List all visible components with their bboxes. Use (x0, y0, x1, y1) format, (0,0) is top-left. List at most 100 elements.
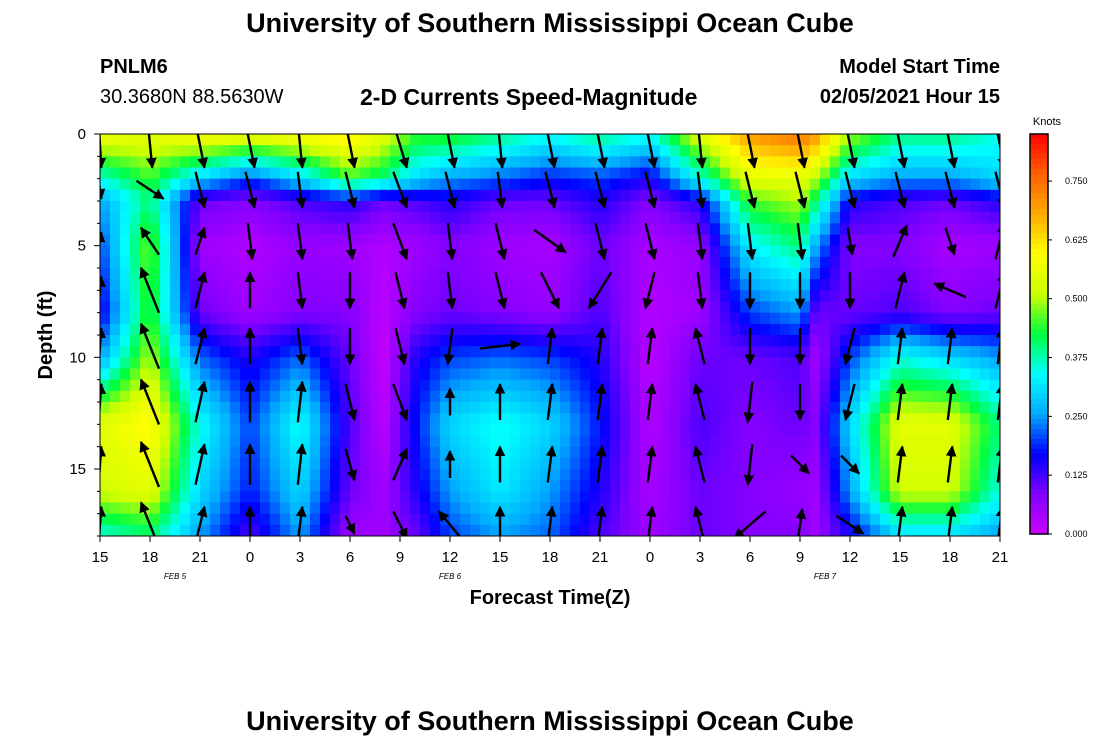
heatmap-cell (600, 234, 611, 247)
heatmap-cell (910, 335, 921, 347)
heatmap-cell (380, 189, 391, 202)
heatmap-cell (820, 413, 831, 425)
heatmap-cell (920, 335, 931, 347)
current-vector (745, 223, 757, 261)
current-vector (944, 171, 958, 209)
heatmap-cell (950, 513, 961, 526)
heatmap-cell (930, 156, 941, 169)
heatmap-cell (480, 435, 491, 448)
current-vector (995, 445, 1000, 483)
heatmap-cell (470, 145, 481, 157)
heatmap-cell (440, 379, 451, 392)
heatmap-cell (850, 312, 861, 325)
current-vector (692, 445, 706, 483)
heatmap-cell (900, 524, 911, 536)
heatmap-cell (440, 480, 451, 492)
heatmap-cell (600, 223, 611, 236)
heatmap-cell (720, 234, 731, 247)
heatmap-cell (970, 524, 981, 536)
heatmap-cell (600, 145, 611, 157)
heatmap-cell (130, 223, 141, 236)
heatmap-cell (130, 201, 141, 213)
current-vector (295, 505, 307, 536)
heatmap-cell (160, 513, 171, 526)
heatmap-cell (110, 301, 121, 314)
heatmap-cell (610, 424, 621, 437)
heatmap-cell (430, 424, 441, 437)
heatmap-cell (910, 513, 921, 526)
colorbar-segment (1030, 184, 1048, 190)
heatmap-cell (850, 502, 861, 515)
heatmap-cell (460, 357, 471, 370)
heatmap-cell (180, 156, 191, 169)
heatmap-cell (190, 223, 201, 236)
heatmap-cell (150, 368, 161, 381)
heatmap-cell (880, 256, 891, 269)
heatmap-cell (320, 402, 331, 414)
heatmap-cell (940, 134, 951, 146)
heatmap-cell (550, 424, 561, 437)
heatmap-cell (230, 480, 241, 492)
colorbar-tick-label: 0.500 (1065, 294, 1088, 304)
heatmap-cell (140, 513, 151, 526)
heatmap-cell (940, 323, 951, 336)
colorbar-segment (1030, 464, 1048, 470)
heatmap-cell (170, 413, 181, 425)
heatmap-cell (380, 256, 391, 269)
heatmap-cell (570, 290, 581, 303)
heatmap-cell (440, 368, 451, 381)
heatmap-cell (510, 279, 521, 291)
current-vector (945, 445, 957, 483)
heatmap-cell (630, 413, 641, 425)
heatmap-cell (760, 290, 771, 303)
heatmap-cell (420, 335, 431, 347)
heatmap-cell (320, 201, 331, 213)
colorbar-segment (1030, 439, 1048, 445)
heatmap-cell (920, 223, 931, 236)
heatmap-cell (690, 513, 701, 526)
heatmap-cell (240, 301, 251, 314)
heatmap-cell (660, 346, 671, 358)
heatmap-cell (170, 178, 181, 191)
heatmap-cell (930, 480, 941, 492)
heatmap-cell (430, 323, 441, 336)
heatmap-cell (520, 189, 531, 202)
heatmap-cell (220, 491, 231, 504)
heatmap-cell (670, 446, 681, 459)
heatmap-cell (700, 335, 711, 347)
heatmap-cell (510, 178, 521, 191)
heatmap-cell (350, 524, 361, 536)
heatmap-cell (990, 245, 1000, 258)
heatmap-cell (730, 413, 741, 425)
current-vector (100, 181, 106, 200)
heatmap-cell (120, 145, 131, 157)
heatmap-cell (430, 469, 441, 481)
heatmap-cell (220, 480, 231, 492)
heatmap-cell (230, 524, 241, 536)
heatmap-cell (390, 256, 401, 269)
heatmap-cell (780, 513, 791, 526)
heatmap-cell (830, 346, 841, 358)
heatmap-cell (970, 268, 981, 280)
heatmap-cell (340, 346, 351, 358)
heatmap-cell (380, 457, 391, 470)
heatmap-cell (270, 480, 281, 492)
heatmap-cell (770, 301, 781, 314)
heatmap-cell (430, 346, 441, 358)
heatmap-cell (310, 402, 321, 414)
heatmap-cell (430, 156, 441, 169)
heatmap-cell (910, 290, 921, 303)
heatmap-cell (150, 134, 161, 146)
heatmap-cell (660, 357, 671, 370)
heatmap-cell (100, 402, 111, 414)
heatmap-cell (610, 245, 621, 258)
heatmap-cell (130, 156, 141, 169)
heatmap-cell (140, 491, 151, 504)
heatmap-cell (670, 167, 681, 180)
heatmap-cell (510, 156, 521, 169)
heatmap-cell (490, 368, 501, 381)
heatmap-cell (820, 323, 831, 336)
heatmap-cell (550, 413, 561, 425)
heatmap-cell (180, 368, 191, 381)
heatmap-cell (200, 301, 211, 314)
